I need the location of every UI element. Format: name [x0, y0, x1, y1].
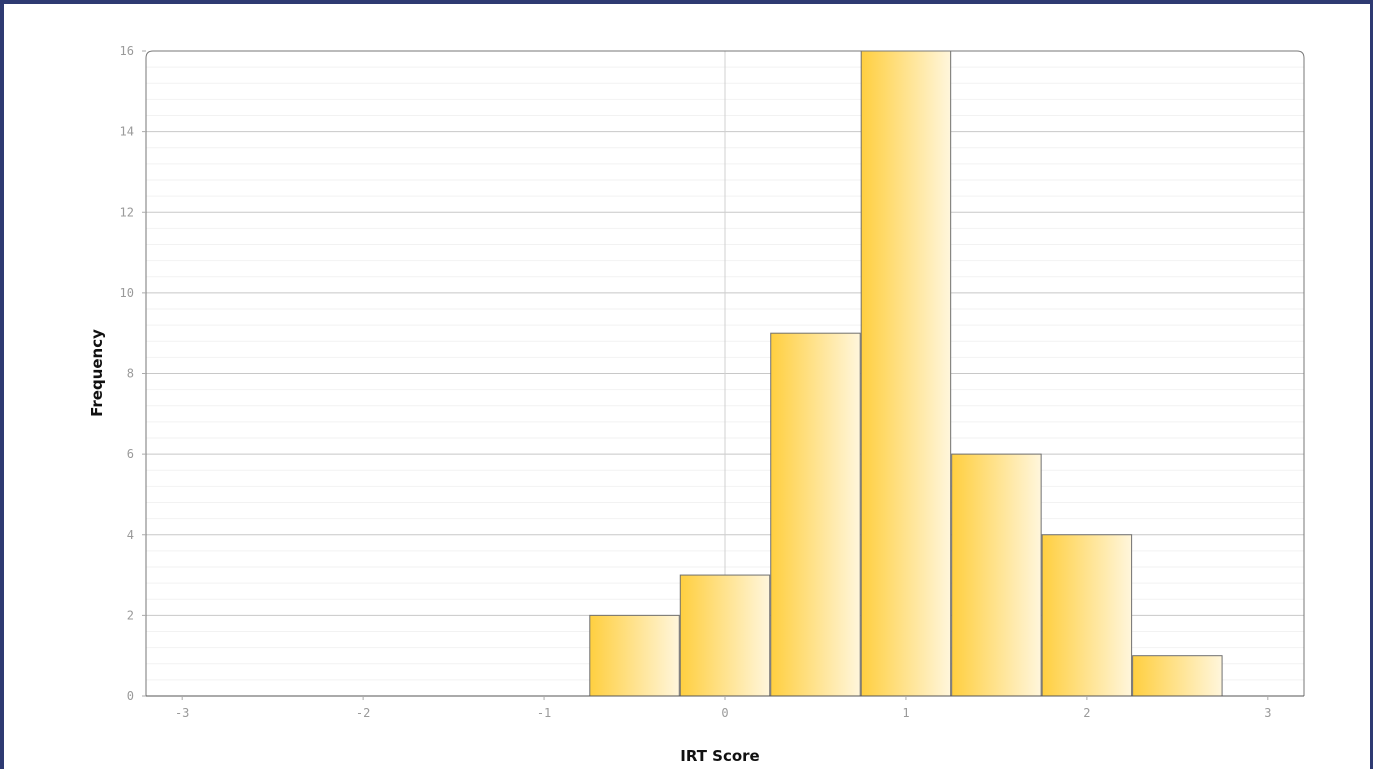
- x-tick-label: 2: [1083, 706, 1090, 720]
- x-axis-title: IRT Score: [680, 747, 759, 765]
- x-tick-label: 1: [902, 706, 909, 720]
- histogram-bar: [951, 453, 1042, 697]
- y-tick-label: 12: [120, 205, 134, 219]
- y-axis-title: Frequency: [88, 329, 106, 417]
- y-tick-label: 10: [120, 286, 134, 300]
- bars: [589, 50, 1223, 697]
- y-tick-labels: 0 2 4 6 8 10 12 14 16: [120, 44, 146, 703]
- y-tick-label: 8: [127, 367, 134, 381]
- x-tick-label: -3: [175, 706, 189, 720]
- x-tick-label: -2: [356, 706, 370, 720]
- y-tick-label: 16: [120, 44, 134, 58]
- x-tick-label: -1: [537, 706, 551, 720]
- histogram-bar: [589, 614, 680, 697]
- y-tick-label: 0: [127, 689, 134, 703]
- y-tick-label: 4: [127, 528, 134, 542]
- histogram-bar: [1041, 534, 1133, 697]
- histogram-bar: [679, 574, 771, 697]
- y-tick-label: 2: [127, 608, 134, 622]
- x-tick-label: 3: [1264, 706, 1271, 720]
- x-tick-labels: -3 -2 -1 0 1 2 3: [175, 696, 1271, 720]
- histogram-bar: [770, 332, 861, 697]
- histogram-bar: [860, 50, 952, 697]
- histogram-bar: [1132, 655, 1223, 697]
- y-tick-label: 14: [120, 125, 134, 139]
- plot-border: [145, 50, 1305, 696]
- x-tick-label: 0: [721, 706, 728, 720]
- y-tick-label: 6: [127, 447, 134, 461]
